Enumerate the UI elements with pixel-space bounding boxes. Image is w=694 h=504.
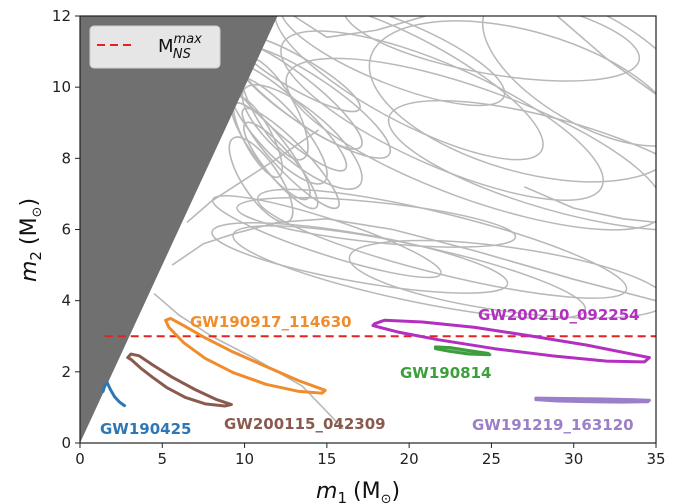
- background-contour: [280, 30, 604, 201]
- y-tick-label: 4: [61, 292, 71, 310]
- event-label: GW190425: [100, 420, 191, 438]
- x-tick-label: 20: [400, 450, 419, 468]
- background-contour: [348, 239, 656, 319]
- legend-label: Mmax NS: [158, 32, 202, 62]
- y-tick-label: 12: [52, 7, 71, 25]
- x-tick-label: 15: [317, 450, 336, 468]
- event-contour-gw191219-163120: [534, 396, 651, 404]
- event-label: GW200115_042309: [224, 415, 386, 433]
- event-contour-gw190917-114630: [164, 316, 327, 395]
- event-label: GW191219_163120: [472, 416, 634, 434]
- y-tick-label: 10: [52, 78, 71, 96]
- background-contour: [387, 99, 656, 231]
- legend: Mmax NS: [89, 25, 221, 69]
- event-contour-gw200115-042309: [126, 352, 233, 408]
- x-tick-label: 5: [158, 450, 168, 468]
- y-tick-label: 0: [61, 434, 71, 452]
- event-contours: [101, 316, 651, 408]
- background-contour: [186, 129, 320, 223]
- y-axis-label: m2(M⊙): [17, 198, 45, 282]
- background-contour: [285, 57, 656, 231]
- background-contour: [524, 186, 656, 224]
- y-tick-label: 6: [61, 221, 71, 239]
- y-tick-label: 2: [61, 363, 71, 381]
- x-tick-label: 30: [564, 450, 583, 468]
- y-tick-label: 8: [61, 149, 71, 167]
- x-axis-ticks: 0 5 10 15 20 25 30 35: [75, 443, 666, 468]
- x-tick-label: 35: [646, 450, 665, 468]
- y-axis-ticks: 0 2 4 6 8 10 12: [52, 7, 80, 452]
- x-tick-label: 10: [235, 450, 254, 468]
- background-contour: [211, 222, 509, 294]
- background-contour: [256, 188, 628, 299]
- background-contour: [342, 16, 641, 82]
- x-tick-label: 0: [75, 450, 85, 468]
- background-contour: [241, 84, 363, 190]
- background-contour: [556, 16, 656, 95]
- event-contour-gw190425: [101, 381, 126, 408]
- event-label: GW200210_092254: [478, 306, 640, 324]
- background-contour: [171, 218, 656, 302]
- excluded-region: [80, 16, 278, 443]
- background-contour: [293, 16, 426, 39]
- event-contour-gw200210-092254: [371, 318, 651, 364]
- x-axis-label: m1 (M⊙): [316, 479, 400, 504]
- legend-box: [89, 25, 221, 69]
- background-contour: [368, 20, 656, 183]
- background-contour: [481, 16, 656, 147]
- background-contour: [241, 107, 340, 210]
- event-label: GW190814: [400, 364, 491, 382]
- x-tick-label: 25: [482, 450, 501, 468]
- background-contour: [236, 196, 517, 248]
- event-label: GW190917_114630: [190, 313, 352, 331]
- event-contour-gw190814: [433, 345, 492, 357]
